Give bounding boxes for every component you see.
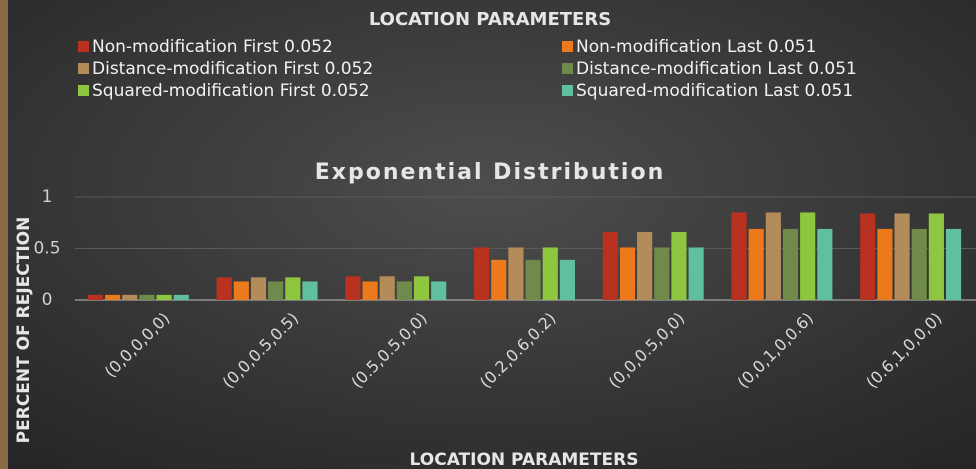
bar (268, 281, 284, 300)
bar (508, 247, 524, 300)
bar (285, 277, 301, 300)
legend-marker (78, 85, 89, 96)
bar (637, 232, 653, 300)
bar (782, 228, 799, 300)
legend-label: Distance-modification First 0.052 (92, 59, 373, 79)
bar (233, 281, 249, 300)
bar (860, 213, 876, 300)
legend-marker (562, 41, 573, 52)
bar (139, 294, 155, 300)
bar (413, 276, 430, 300)
bar (559, 259, 575, 300)
legend-label: Squared-modification Last 0.051 (576, 81, 853, 101)
bar (602, 232, 618, 300)
bar (156, 294, 172, 300)
y-axis-title: PERCENT OF REJECTION (14, 217, 34, 444)
legend-title: LOCATION PARAMETERS (369, 9, 611, 30)
x-axis-title: LOCATION PARAMETERS (410, 450, 639, 469)
bar (491, 259, 507, 300)
bar (945, 228, 962, 300)
bar (748, 228, 764, 300)
bar (877, 228, 893, 300)
bar (911, 228, 927, 300)
legend-label: Non-modification First 0.052 (92, 37, 333, 57)
legend-marker (78, 41, 89, 52)
bar (87, 294, 104, 300)
bar (122, 294, 138, 300)
bar (362, 281, 378, 300)
bar (302, 281, 318, 300)
bar (894, 213, 910, 300)
bar (817, 228, 833, 300)
bar (928, 213, 944, 300)
legend-marker (562, 85, 573, 96)
legend-label: Non-modification Last 0.051 (576, 37, 816, 57)
bar (654, 247, 670, 300)
bar (474, 247, 490, 300)
bar (619, 247, 636, 300)
y-tick-label: 1 (42, 187, 53, 207)
bar (671, 232, 687, 300)
bar (379, 276, 395, 300)
bar (216, 277, 232, 300)
y-tick-label: 0 (42, 290, 53, 310)
bar (525, 259, 541, 300)
bar (765, 212, 781, 300)
bar (431, 281, 447, 300)
legend-label: Distance-modification Last 0.051 (576, 59, 857, 79)
bar (173, 294, 189, 300)
y-tick-label: 0.5 (33, 239, 60, 259)
bar (105, 294, 121, 300)
chart-title: Exponential Distribution (315, 160, 665, 185)
legend-marker (562, 63, 573, 74)
bar (731, 212, 747, 300)
bar (800, 212, 816, 300)
legend-marker (78, 63, 89, 74)
slide-edge (0, 0, 8, 469)
bar (542, 247, 558, 300)
bar (250, 277, 267, 300)
bar (345, 276, 361, 300)
bar (396, 281, 412, 300)
bar (688, 247, 704, 300)
legend-label: Squared-modification First 0.052 (92, 81, 370, 101)
